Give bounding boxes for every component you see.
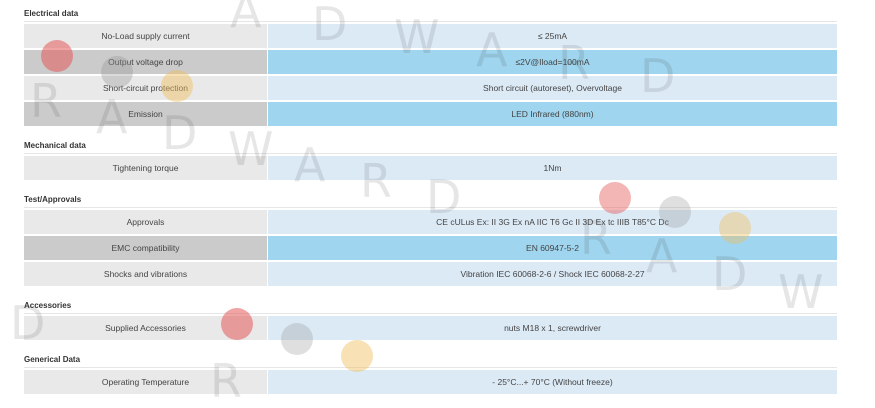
section-title: Test/Approvals	[24, 192, 837, 208]
row-value: 1Nm	[268, 156, 837, 180]
row-label: Output voltage drop	[24, 50, 267, 74]
section-title: Mechanical data	[24, 138, 837, 154]
row-label: Supplied Accessories	[24, 316, 267, 340]
data-sheet: Electrical data No-Load supply current ≤ 2…	[24, 6, 837, 394]
row-value: - 25°C...+ 70°C (Without freeze)	[268, 370, 837, 394]
data-row: Approvals CE cULus Ex: II 3G Ex nA IIC T6…	[24, 210, 837, 234]
data-row: Emission LED Infrared (880nm)	[24, 102, 837, 126]
row-label: Approvals	[24, 210, 267, 234]
section: Test/Approvals Approvals CE cULus Ex: II 3…	[24, 192, 837, 286]
row-value: Short circuit (autoreset), Overvoltage	[268, 76, 837, 100]
row-value: nuts M18 x 1, screwdriver	[268, 316, 837, 340]
data-row: Tightening torque 1Nm	[24, 156, 837, 180]
data-row: No-Load supply current ≤ 25mA	[24, 24, 837, 48]
row-value: EN 60947-5-2	[268, 236, 837, 260]
section: Accessories Supplied Accessories nuts M18 …	[24, 298, 837, 340]
data-row: Shocks and vibrations Vibration IEC 60068…	[24, 262, 837, 286]
row-label: No-Load supply current	[24, 24, 267, 48]
data-row: Operating Temperature - 25°C...+ 70°C (Wi…	[24, 370, 837, 394]
row-value: LED Infrared (880nm)	[268, 102, 837, 126]
section: Mechanical data Tightening torque 1Nm	[24, 138, 837, 180]
data-row: EMC compatibility EN 60947-5-2	[24, 236, 837, 260]
row-value: ≤ 25mA	[268, 24, 837, 48]
section-title: Accessories	[24, 298, 837, 314]
data-row: Short-circuit protection Short circuit (a…	[24, 76, 837, 100]
data-row: Supplied Accessories nuts M18 x 1, screwd…	[24, 316, 837, 340]
row-label: Emission	[24, 102, 267, 126]
section-title: Electrical data	[24, 6, 837, 22]
row-value: ≤2V@Iload=100mA	[268, 50, 837, 74]
row-label: Operating Temperature	[24, 370, 267, 394]
row-label: Short-circuit protection	[24, 76, 267, 100]
section-title: Generical Data	[24, 352, 837, 368]
row-value: Vibration IEC 60068-2-6 / Shock IEC 6006…	[268, 262, 837, 286]
data-row: Output voltage drop ≤2V@Iload=100mA	[24, 50, 837, 74]
section: Generical Data Operating Temperature - 25°…	[24, 352, 837, 394]
row-value: CE cULus Ex: II 3G Ex nA IIC T6 Gc II 3D…	[268, 210, 837, 234]
section: Electrical data No-Load supply current ≤ 2…	[24, 6, 837, 126]
row-label: Tightening torque	[24, 156, 267, 180]
row-label: Shocks and vibrations	[24, 262, 267, 286]
row-label: EMC compatibility	[24, 236, 267, 260]
